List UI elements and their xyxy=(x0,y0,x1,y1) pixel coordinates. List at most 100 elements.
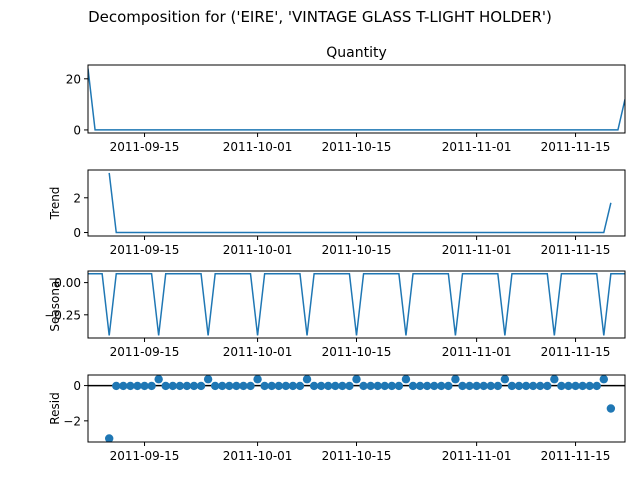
y-axis-label: Resid xyxy=(48,392,62,424)
resid-point xyxy=(564,381,573,391)
resid-point xyxy=(147,381,156,391)
x-tick-label: 2011-10-01 xyxy=(223,243,293,257)
resid-point xyxy=(324,381,333,391)
resid-point xyxy=(472,381,481,391)
y-tick-label: 0 xyxy=(73,226,81,240)
resid-point xyxy=(267,381,276,391)
panel-2: Trend 2011-09-15 2011-10-01 2011-10-15 2011-… xyxy=(48,169,626,257)
resid-point xyxy=(444,381,453,391)
resid-point xyxy=(338,381,347,391)
x-tick-label: 2011-10-01 xyxy=(223,449,293,463)
x-tick-label: 2011-10-15 xyxy=(322,243,392,257)
y-axis-label: Seasonal xyxy=(48,277,62,331)
resid-point xyxy=(182,381,192,391)
x-tick-label: 2011-09-15 xyxy=(110,243,180,257)
resid-point xyxy=(599,375,608,384)
resid-point xyxy=(112,381,121,391)
resid-point xyxy=(196,381,206,391)
resid-point xyxy=(253,375,262,384)
resid-point xyxy=(359,381,368,391)
resid-point xyxy=(401,375,411,384)
resid-point xyxy=(133,381,142,391)
y-tick-label: −0.25 xyxy=(44,308,81,322)
panel-1: Quantity 2011-09-15 2011-10-01 2011-10-15 20… xyxy=(66,45,626,154)
x-tick-label: 2011-11-15 xyxy=(541,140,611,154)
series-line xyxy=(108,172,612,234)
resid-point xyxy=(316,381,326,391)
resid-point xyxy=(161,381,170,391)
x-tick-label: 2011-11-15 xyxy=(541,449,611,463)
y-axis-label: Trend xyxy=(48,187,62,221)
x-tick-label: 2011-09-15 xyxy=(110,449,180,463)
resid-point xyxy=(592,381,601,391)
resid-point xyxy=(521,381,531,391)
plot-area xyxy=(88,375,625,442)
resid-point xyxy=(571,381,580,391)
resid-point xyxy=(295,381,305,391)
resid-point xyxy=(486,381,495,391)
x-tick-label: 2011-11-15 xyxy=(541,345,611,359)
resid-point xyxy=(218,381,227,391)
resid-point xyxy=(302,375,312,384)
y-tick-label: 2 xyxy=(73,191,81,205)
panel-title: Quantity xyxy=(326,45,387,61)
y-tick-label: 0 xyxy=(73,379,81,393)
resid-point xyxy=(430,381,439,391)
x-tick-label: 2011-09-15 xyxy=(110,345,180,359)
resid-point xyxy=(210,381,220,391)
x-tick-label: 2011-11-01 xyxy=(442,345,512,359)
resid-point xyxy=(437,381,446,391)
resid-point xyxy=(465,381,474,391)
y-tick-label: 0.00 xyxy=(54,276,81,290)
resid-point xyxy=(281,381,291,391)
resid-point xyxy=(232,381,241,391)
resid-point xyxy=(345,381,354,391)
resid-point xyxy=(246,381,255,391)
resid-point xyxy=(394,381,404,391)
resid-point xyxy=(189,381,199,391)
resid-point xyxy=(550,375,559,384)
resid-point xyxy=(373,381,382,391)
resid-point xyxy=(352,375,361,384)
x-tick-label: 2011-10-01 xyxy=(223,140,293,154)
plot-area xyxy=(108,172,612,234)
resid-point xyxy=(105,434,114,442)
x-tick-label: 2011-09-15 xyxy=(110,140,180,154)
resid-point xyxy=(309,381,319,391)
resid-point xyxy=(606,404,616,413)
resid-point xyxy=(288,381,298,391)
x-tick-label: 2011-10-15 xyxy=(322,345,392,359)
resid-point xyxy=(366,381,375,391)
resid-point xyxy=(479,381,488,391)
y-tick-label: 20 xyxy=(66,72,81,86)
resid-point xyxy=(585,381,594,391)
resid-point xyxy=(387,381,397,391)
series-line xyxy=(88,68,625,131)
resid-point xyxy=(260,381,269,391)
resid-point xyxy=(557,381,566,391)
panel-4: Resid 2011-09-15 2011-10-01 2011-10-15 2011-… xyxy=(48,374,626,463)
x-tick-label: 2011-10-15 xyxy=(322,140,392,154)
resid-point xyxy=(225,381,234,391)
resid-point xyxy=(578,381,587,391)
x-tick-label: 2011-11-01 xyxy=(442,449,512,463)
x-tick-label: 2011-11-01 xyxy=(442,243,512,257)
resid-point xyxy=(168,381,177,391)
y-tick-label: 0 xyxy=(73,123,81,137)
x-tick-label: 2011-11-15 xyxy=(541,243,611,257)
resid-point xyxy=(203,375,213,384)
resid-point xyxy=(422,381,432,391)
resid-point xyxy=(154,375,163,384)
resid-point xyxy=(500,375,510,384)
figure-suptitle: Decomposition for ('EIRE', 'VINTAGE GLAS… xyxy=(88,8,552,26)
resid-point xyxy=(408,381,418,391)
panel-3: Seasonal 2011-09-15 2011-10-01 2011-10-15 20… xyxy=(44,270,626,359)
resid-point xyxy=(415,381,425,391)
resid-point xyxy=(451,375,460,384)
seasonal-line xyxy=(88,272,625,336)
resid-point xyxy=(543,381,552,391)
resid-point xyxy=(239,381,248,391)
